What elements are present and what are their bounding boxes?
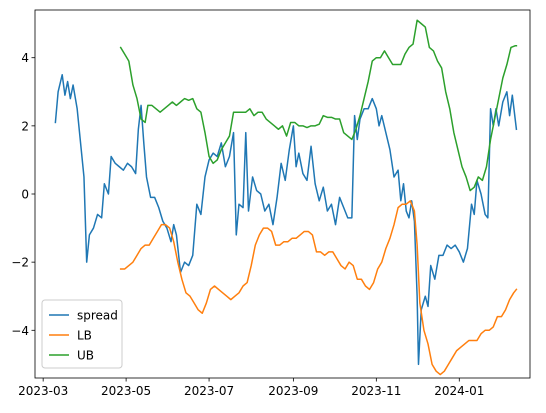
series-line-ub	[119, 19, 518, 192]
legend-box	[41, 299, 123, 369]
x-tick-label: 2023-03	[18, 384, 68, 398]
y-tick-label: −4	[11, 324, 29, 338]
x-tick-label: 2023-11	[351, 384, 401, 398]
legend: spread LB UB	[41, 299, 123, 369]
legend-label-spread: spread	[77, 309, 118, 323]
series-layer	[54, 19, 518, 376]
y-tick-label: 2	[21, 119, 29, 133]
series-line-spread	[54, 73, 518, 366]
y-tick-label: −2	[11, 256, 29, 270]
legend-label-ub: UB	[77, 349, 94, 363]
y-tick-label: 0	[21, 188, 29, 202]
y-tick-label: 4	[21, 51, 29, 65]
x-tick-label: 2023-05	[101, 384, 151, 398]
x-tick-label: 2024-01	[434, 384, 484, 398]
x-tick-label: 2023-07	[184, 384, 234, 398]
legend-label-lb: LB	[77, 329, 92, 343]
series-line-lb	[119, 200, 518, 376]
x-tick-label: 2023-09	[268, 384, 318, 398]
axes-layer: 2023-03 2023-05 2023-07 2023-09 2023-11 2024-…	[11, 9, 531, 398]
